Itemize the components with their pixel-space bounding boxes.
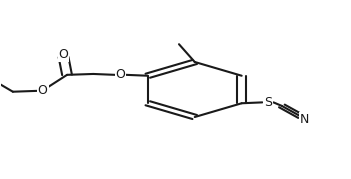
Text: S: S xyxy=(264,96,272,109)
Text: O: O xyxy=(115,68,125,81)
Text: O: O xyxy=(59,49,68,61)
Text: O: O xyxy=(38,84,47,97)
Text: N: N xyxy=(300,113,309,126)
